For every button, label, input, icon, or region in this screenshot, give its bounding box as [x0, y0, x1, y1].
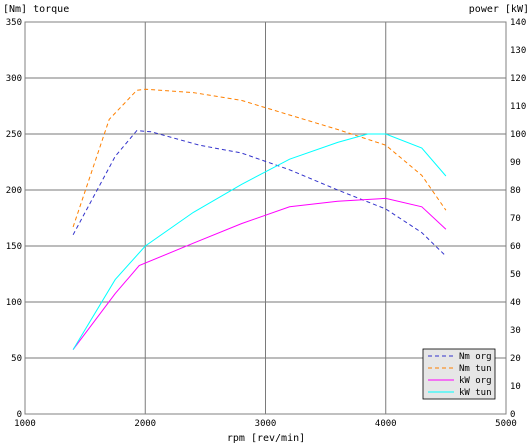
- x-tick-label: 1000: [14, 419, 36, 429]
- x-tick-label: 3000: [255, 419, 277, 429]
- left-axis-title: [Nm] torque: [3, 4, 69, 15]
- plot-frame: [24, 21, 507, 415]
- y-right-tick-label: 60: [510, 242, 521, 252]
- y-right-tick-label: 120: [510, 74, 526, 84]
- legend-label: Nm org: [459, 352, 492, 362]
- legend-box: [422, 348, 496, 400]
- y-left-tick-label: 200: [6, 186, 22, 196]
- series-lines: [72, 88, 447, 350]
- y-left-tick-label: 0: [17, 410, 22, 420]
- y-left-tick-label: 250: [6, 130, 22, 140]
- y-right-tick-label: 0: [510, 410, 515, 420]
- y-right-tick-label: 50: [510, 270, 521, 280]
- x-axis-title: rpm [rev/min]: [227, 433, 305, 444]
- y-right-tick-label: 70: [510, 214, 521, 224]
- y-right-tick-label: 140: [510, 18, 526, 28]
- series-line-nm-org: [72, 130, 447, 257]
- y-right-tick-label: 100: [510, 130, 526, 140]
- y-left-tick-label: 350: [6, 18, 22, 28]
- right-axis-title: power [kW]: [469, 4, 529, 15]
- legend-label: kW tun: [459, 388, 492, 398]
- x-tick-label: 2000: [134, 419, 156, 429]
- y-left-tick-label: 150: [6, 242, 22, 252]
- legend-label: kW org: [459, 376, 492, 386]
- y-right-tick-label: 10: [510, 382, 521, 392]
- y-left-tick-label: 100: [6, 298, 22, 308]
- series-line-nm-tun: [72, 88, 447, 228]
- legend: Nm org Nm tun kW org kW tun: [422, 348, 496, 400]
- grid: [25, 22, 506, 414]
- y-right-tick-label: 20: [510, 354, 521, 364]
- y-right-tick-label: 30: [510, 326, 521, 336]
- y-left-tick-label: 50: [11, 354, 22, 364]
- series-line-kw-org: [72, 197, 447, 350]
- x-tick-label: 4000: [375, 419, 397, 429]
- y-right-tick-label: 80: [510, 186, 521, 196]
- x-tick-label: 5000: [495, 419, 517, 429]
- series-line-kw-tun: [72, 133, 447, 350]
- y-right-tick-label: 110: [510, 102, 526, 112]
- legend-label: Nm tun: [459, 364, 492, 374]
- y-right-tick-label: 130: [510, 46, 526, 56]
- y-right-tick-label: 90: [510, 158, 521, 168]
- legend-items: Nm org Nm tun kW org kW tun: [428, 352, 492, 398]
- tick-labels: 1000 2000 3000 4000 500005010015020025030035…: [6, 18, 527, 429]
- y-right-tick-label: 40: [510, 298, 521, 308]
- y-left-tick-label: 300: [6, 74, 22, 84]
